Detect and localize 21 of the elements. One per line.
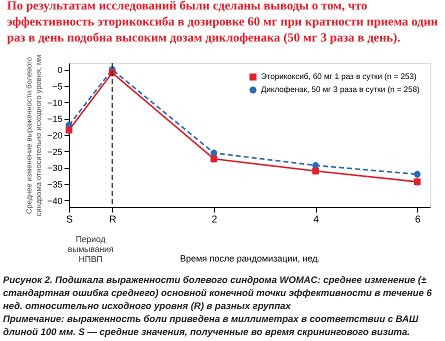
x-tick-label: R xyxy=(109,214,116,226)
legend-label: Эторикоксиб, 60 мг 1 раз в сутки (n = 253) xyxy=(261,72,417,81)
text: Рисунок 2. Подшкала выраженности болевого синдрома WOMAC: среднее изменение (± стандартная ошибка среднего) основной конечной точки эффективности в течение 6 нед. относительно исходного уровня (R) в разных группах xyxy=(3,275,432,312)
x-axis-title: Время после рандомизации, нед. xyxy=(180,254,320,264)
text: Примечание: выраженность боли приведена в миллиметрах в соответствии с ВАШ длиной 100 мм. S — средние значения, полученные во время скринингового визита. xyxy=(3,314,420,338)
y-tick-label: −25 xyxy=(47,146,62,157)
x-tick-label: 6 xyxy=(415,214,422,226)
y-tick-label: −35 xyxy=(47,180,62,190)
y-tick-label: −10 xyxy=(47,98,62,108)
text: Период вымывания НПВП xyxy=(68,234,114,264)
y-tick-label: −20 xyxy=(47,130,62,140)
x-tick-label: 4 xyxy=(313,214,320,226)
chart-title: По результатам исследований были сделаны выводы о том, что эффективность эторикоксиба в дозировке 60 мг при кратности приема один раз в день подобна высоким дозам диклофенака (50 мг 3 раза в день). xyxy=(7,0,438,45)
x-tick-label: 2 xyxy=(212,214,218,226)
x-tick-label: S xyxy=(66,214,74,226)
y-tick-label: 0 xyxy=(57,65,62,76)
y-tick-label: −30 xyxy=(47,163,62,174)
y-tick-label: −5 xyxy=(52,81,62,92)
y-tick-label: −15 xyxy=(47,114,62,124)
legend-label: Диклофенак, 50 мг 3 раза в сутки (n = 258) xyxy=(261,85,420,94)
y-tick-label: −40 xyxy=(47,196,62,206)
